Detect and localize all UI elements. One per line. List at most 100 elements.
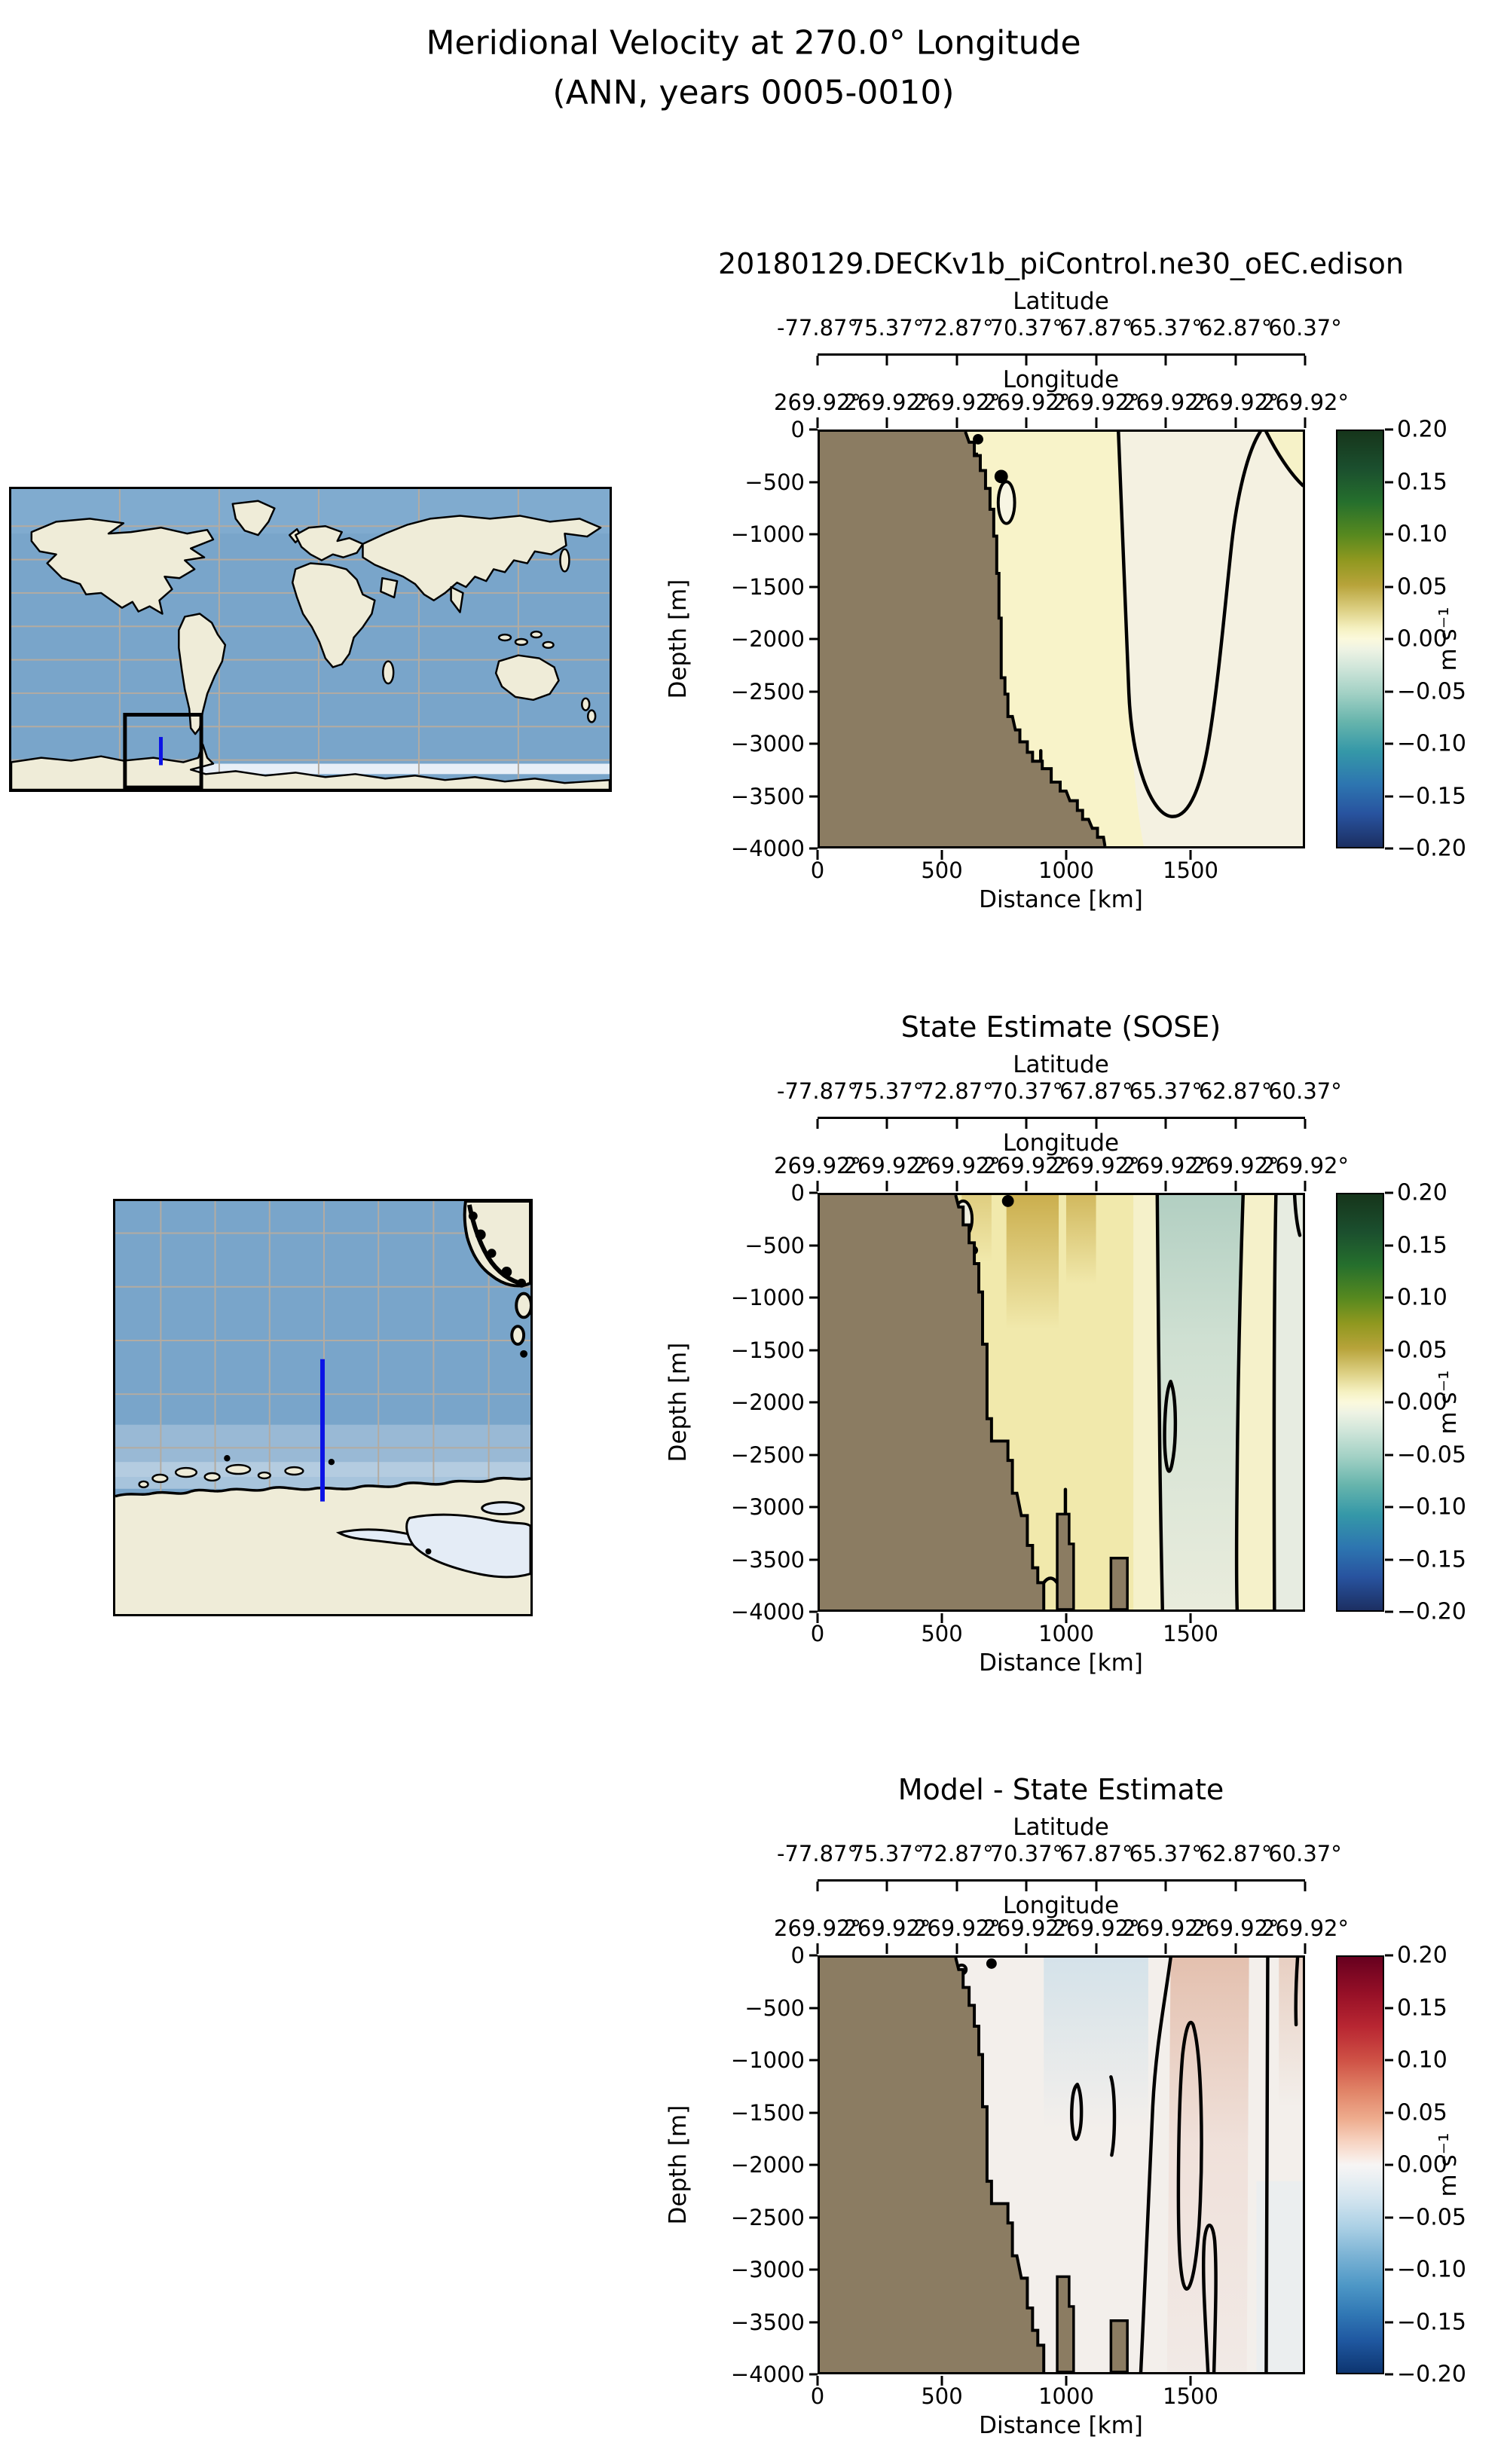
bathymetry-pillar — [1109, 2319, 1129, 2372]
zero-contours — [1041, 1195, 1302, 1610]
tick-mark — [1234, 1181, 1237, 1191]
tick-label: 269.92° — [1052, 1915, 1140, 1941]
tick-mark — [809, 742, 818, 745]
tick-mark — [1065, 850, 1068, 860]
tick-mark — [1189, 1613, 1192, 1623]
tick-mark — [809, 533, 818, 536]
tick-label: 70.37° — [989, 1841, 1064, 1866]
tick-label: 269.92° — [1122, 390, 1210, 415]
tick-label: −4000 — [730, 836, 805, 861]
tick-label: −3500 — [730, 1546, 805, 1573]
tick-mark — [816, 850, 819, 860]
tick-label: 0 — [810, 1621, 825, 1646]
tick-label: 1000 — [1038, 1621, 1094, 1646]
tick-mark — [1304, 1119, 1307, 1129]
transect-plot-model — [818, 430, 1305, 848]
tick-label: 75.37° — [850, 1841, 925, 1866]
tick-label: 0.20 — [1397, 416, 1447, 443]
depth-axis-label: Depth [m] — [665, 579, 692, 699]
tick-mark — [885, 1181, 888, 1191]
tick-mark — [809, 1610, 818, 1613]
tick-label: 1500 — [1163, 1621, 1218, 1646]
tick-mark — [1304, 1181, 1307, 1191]
tick-mark — [1164, 1882, 1167, 1891]
tick-label: −2500 — [730, 678, 805, 705]
tick-mark — [1164, 356, 1167, 365]
tick-mark — [1234, 1119, 1237, 1129]
tick-label: 1500 — [1163, 858, 1218, 883]
tick-mark — [816, 1882, 819, 1891]
tick-label: -77.87° — [777, 315, 858, 341]
tick-label: 0.05 — [1397, 2099, 1447, 2126]
tick-mark — [1095, 356, 1098, 365]
bathymetry-pillar — [1056, 1512, 1075, 1610]
tick-mark — [809, 1296, 818, 1299]
tick-mark — [809, 2373, 818, 2376]
tick-mark — [1095, 1943, 1098, 1954]
tick-label: −2000 — [730, 2152, 805, 2178]
tick-label: 0 — [790, 417, 805, 442]
tick-label: 0.00 — [1397, 2151, 1447, 2178]
world-map-graphic — [11, 489, 610, 790]
latitude-axis-label: Latitude — [1013, 288, 1109, 315]
tick-mark — [1385, 1506, 1393, 1509]
tick-label: −0.20 — [1397, 835, 1466, 862]
tick-mark — [1385, 2111, 1393, 2114]
zero-contours — [1070, 1958, 1300, 2372]
tick-mark — [885, 1119, 888, 1129]
tick-label: 0.10 — [1397, 521, 1447, 548]
panel-title: Model - State Estimate — [897, 1773, 1224, 1806]
tick-mark — [809, 1244, 818, 1246]
tick-mark — [809, 428, 818, 431]
tick-mark — [1385, 2007, 1393, 2009]
tick-mark — [885, 417, 888, 428]
tick-label: 0.10 — [1397, 2047, 1447, 2074]
coastline — [115, 1476, 530, 1498]
tick-label: 0.05 — [1397, 573, 1447, 600]
tick-mark — [1065, 2376, 1068, 2386]
tick-label: −1000 — [730, 2047, 805, 2073]
tick-mark — [955, 1119, 958, 1129]
tick-label: −4000 — [730, 1599, 805, 1625]
tick-mark — [1385, 2321, 1393, 2323]
tick-mark — [1095, 1119, 1098, 1129]
tick-label: 65.37° — [1129, 1078, 1203, 1104]
tick-label: 62.87° — [1198, 315, 1273, 341]
tick-mark — [955, 1882, 958, 1891]
tick-label: 60.37° — [1268, 315, 1342, 341]
tick-mark — [1385, 1191, 1393, 1194]
tick-mark — [809, 2163, 818, 2166]
tick-label: 269.92° — [983, 1153, 1071, 1179]
tick-mark — [809, 2007, 818, 2009]
tick-mark — [809, 2216, 818, 2218]
tick-label: −0.10 — [1397, 2256, 1466, 2283]
tick-label: −0.20 — [1397, 1598, 1466, 1625]
colorbar-sose — [1336, 1193, 1384, 1612]
tick-label: 269.92° — [774, 1915, 861, 1941]
latitude-axis-line — [818, 1879, 1305, 1882]
tick-mark — [1385, 2163, 1393, 2166]
tick-mark — [816, 417, 819, 428]
tick-mark — [1385, 2268, 1393, 2271]
tick-label: 0 — [810, 2383, 825, 2409]
world-locator-map — [9, 487, 612, 792]
tick-label: 0.20 — [1397, 1179, 1447, 1206]
tick-label: 269.92° — [1052, 1153, 1140, 1179]
tick-mark — [1025, 417, 1028, 428]
tick-label: −2500 — [730, 1441, 805, 1468]
tick-mark — [809, 637, 818, 640]
tick-mark — [1385, 637, 1393, 640]
tick-label: 500 — [921, 858, 963, 883]
tick-mark — [1385, 1454, 1393, 1456]
tick-label: −0.05 — [1397, 2204, 1466, 2230]
tick-label: 269.92° — [1261, 1915, 1349, 1941]
distance-axis-label: Distance [km] — [979, 886, 1143, 913]
tick-label: -77.87° — [777, 1841, 858, 1866]
tick-mark — [1234, 1882, 1237, 1891]
distance-axis-label: Distance [km] — [979, 1649, 1143, 1677]
antarctic-land — [115, 1478, 530, 1614]
tick-label: 60.37° — [1268, 1078, 1342, 1104]
distance-axis-label: Distance [km] — [979, 2412, 1143, 2439]
tick-mark — [1385, 481, 1393, 483]
tick-mark — [1385, 690, 1393, 692]
